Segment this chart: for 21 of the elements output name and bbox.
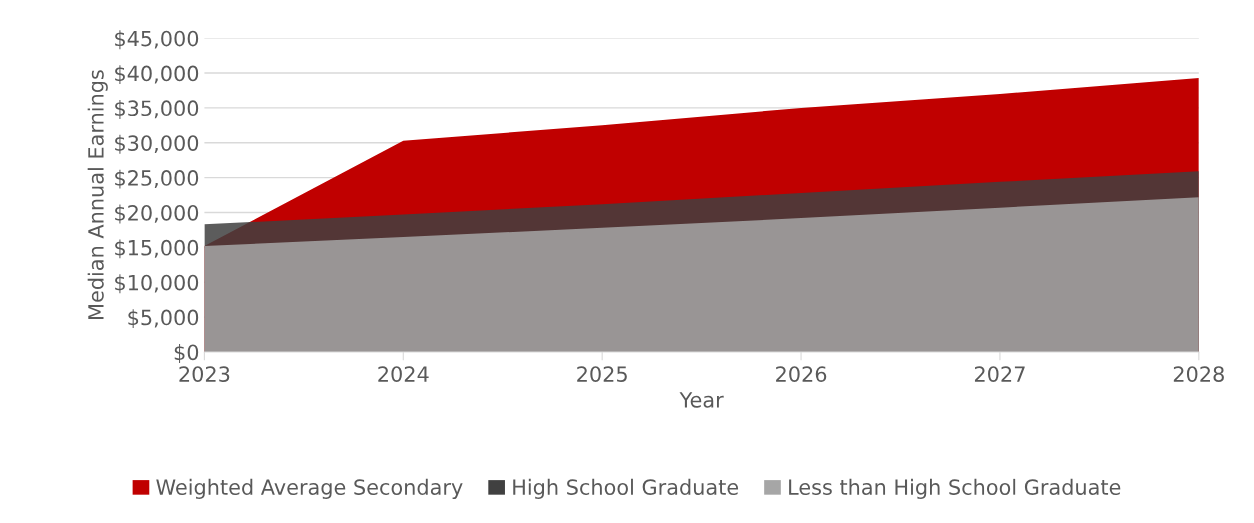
y-tick-label: $10,000 bbox=[115, 274, 199, 294]
y-tick-label: $45,000 bbox=[115, 30, 199, 50]
y-tick-label: $15,000 bbox=[115, 239, 199, 259]
y-tick-label: $5,000 bbox=[128, 309, 199, 329]
legend-label: Less than High School Graduate bbox=[789, 478, 1121, 500]
y-tick-label: $35,000 bbox=[115, 100, 199, 119]
y-tick-label: $30,000 bbox=[115, 134, 199, 154]
y-tick-label: $20,000 bbox=[115, 204, 199, 224]
x-axis-title: Year bbox=[679, 392, 724, 408]
x-tick-label: 2023 bbox=[179, 366, 230, 382]
x-tick-label: 2024 bbox=[378, 366, 429, 382]
y-axis-title: Median Annual Earnings bbox=[87, 70, 108, 319]
legend-label: High School Graduate bbox=[513, 478, 739, 500]
y-tick-label: $0 bbox=[174, 344, 199, 363]
x-tick-label: 2026 bbox=[776, 366, 827, 382]
x-tick-label: 2025 bbox=[577, 366, 627, 382]
y-tick-label: $25,000 bbox=[115, 169, 199, 189]
x-tick-label: 2027 bbox=[974, 366, 1025, 382]
x-tick-label: 2028 bbox=[1173, 366, 1224, 382]
y-tick-label: $40,000 bbox=[115, 65, 199, 85]
legend-label: Weighted Average Secondary bbox=[156, 478, 463, 500]
